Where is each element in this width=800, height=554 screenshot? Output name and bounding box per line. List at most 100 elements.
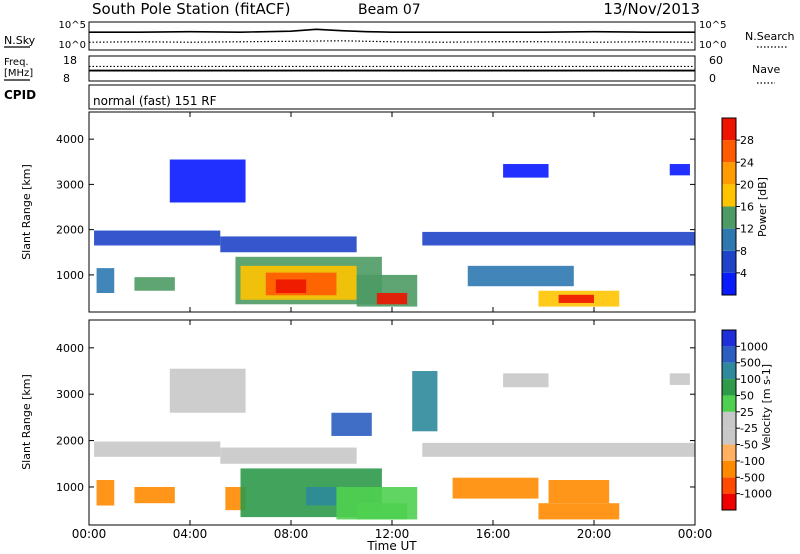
power-echo-region-0	[94, 230, 221, 246]
power-colorbar-tick-label-1: 24	[740, 156, 754, 169]
velocity-echo-region-12	[356, 503, 408, 520]
power-echo-region-11	[275, 279, 307, 293]
power-ytick-label-3: 4000	[56, 133, 84, 146]
noise-left-tick-top: 10^5	[59, 20, 86, 31]
power-echo-region-7	[134, 277, 175, 291]
time-tick-label-6: 00:00	[678, 527, 713, 541]
velocity-colorbar-swatch-7	[722, 379, 736, 396]
velocity-colorbar-swatch-2	[722, 460, 736, 478]
velocity-colorbar-tick-label-0: 1000	[740, 340, 768, 353]
power-echo-region-2	[422, 231, 695, 246]
power-colorbar-swatch-2	[722, 228, 736, 251]
cpid-panel: CPID normal (fast) 151 RF	[4, 84, 696, 110]
velocity-ytick-label-3: 4000	[56, 342, 84, 355]
velocity-colorbar-swatch-9	[722, 346, 736, 363]
cpid-program: normal (fast) 151 RF	[93, 94, 217, 108]
velocity-echo-region-6	[96, 480, 115, 506]
velocity-colorbar-swatch-8	[722, 362, 736, 380]
velocity-colorbar-tick-label-6: -50	[740, 439, 758, 452]
velocity-colorbar-swatch-3	[722, 444, 736, 461]
power-colorbar-swatch-7	[722, 118, 736, 141]
velocity-echo-region-16	[331, 412, 372, 436]
velocity-colorbar-swatch-6	[722, 395, 736, 412]
freq-left-label: Freq.	[4, 57, 29, 68]
power-colorbar-swatch-1	[722, 250, 736, 273]
velocity-echo-region-4	[503, 373, 549, 388]
velocity-echo-region-7	[134, 486, 175, 504]
power-colorbar-tick-label-6: 4	[740, 267, 747, 280]
power-ytick-label-2: 3000	[56, 178, 84, 191]
velocity-colorbar-tick-label-7: -100	[740, 455, 765, 468]
velocity-echo-region-1	[220, 447, 357, 464]
velocity-echo-region-17	[412, 371, 438, 432]
velocity-echo-region-10	[306, 486, 337, 506]
power-colorbar-tick-label-4: 12	[740, 223, 754, 236]
power-colorbar-swatch-4	[722, 184, 736, 207]
velocity-echo-region-0	[94, 441, 221, 457]
date-label: 13/Nov/2013	[603, 0, 700, 18]
time-tick-label-1: 04:00	[173, 527, 208, 541]
power-colorbar-swatch-5	[722, 162, 736, 185]
velocity-echo-region-15	[548, 480, 610, 504]
power-echo-region-14	[467, 265, 574, 287]
velocity-colorbar-tick-label-2: 100	[740, 373, 761, 386]
noise-right-tick-bottom: 10^0	[699, 40, 726, 51]
velocity-echo-region-13	[452, 477, 539, 499]
time-axis-label: Time UT	[366, 539, 417, 553]
velocity-colorbar-tick-label-5: -25	[740, 422, 758, 435]
power-echo-region-16	[558, 294, 594, 303]
station-title: South Pole Station (fitACF)	[92, 0, 290, 18]
velocity-colorbar-swatch-0	[722, 493, 736, 510]
noise-panel: N.Sky 10^5 10^0 10^5 10^0 N.Search	[4, 20, 795, 51]
freq-right-tick-bottom: 0	[709, 72, 716, 85]
velocity-ytick-label-0: 1000	[56, 481, 84, 494]
power-colorbar-tick-label-0: 28	[740, 134, 754, 147]
velocity-colorbar-tick-label-8: -500	[740, 471, 765, 484]
power-colorbar-swatch-3	[722, 206, 736, 229]
power-colorbar-swatch-0	[722, 272, 736, 295]
time-tick-label-2: 08:00	[274, 527, 309, 541]
power-echo-region-6	[96, 268, 115, 293]
power-colorbar-swatch-6	[722, 140, 736, 163]
velocity-colorbar-tick-label-4: 25	[740, 406, 754, 419]
velocity-ytick-label-2: 3000	[56, 388, 84, 401]
power-colorbar-tick-label-2: 20	[740, 178, 754, 191]
noise-frame	[88, 21, 696, 51]
power-echo-region-3	[169, 159, 246, 203]
freq-left-tick-bottom: 8	[63, 72, 70, 85]
velocity-colorbar-tick-label-9: -1000	[740, 488, 772, 501]
noise-series-1-line	[88, 40, 696, 43]
time-tick-label-4: 16:00	[476, 527, 511, 541]
cpid-frame	[88, 84, 696, 110]
power-panel: 1000 2000 3000 4000 Slant Range [km] 28 24 20…	[20, 111, 769, 313]
power-colorbar-label: Power [dB]	[756, 177, 769, 237]
power-echo-region-13	[376, 292, 408, 305]
velocity-colorbar-tick-label-1: 500	[740, 357, 761, 370]
frequency-panel: Freq. [MHz] 18 8 60 0 Nave	[4, 54, 780, 85]
power-ytick-label-0: 1000	[56, 269, 84, 282]
velocity-colorbar-tick-label-3: 50	[740, 389, 754, 402]
noise-right-tick-top: 10^5	[699, 20, 726, 31]
beam-label: Beam 07	[358, 2, 421, 18]
freq-left-tick-top: 18	[63, 54, 77, 67]
power-colorbar-tick-label-5: 8	[740, 245, 747, 258]
freq-right-label: Nave	[752, 63, 780, 76]
power-y-label: Slant Range [km]	[20, 164, 33, 260]
velocity-colorbar-swatch-10	[722, 330, 736, 347]
velocity-ytick-label-1: 2000	[56, 435, 84, 448]
noise-left-tick-bottom: 10^0	[59, 40, 86, 51]
freq-left-unit: [MHz]	[4, 68, 33, 79]
time-tick-label-3: 12:00	[375, 527, 410, 541]
power-echo-region-4	[503, 164, 549, 178]
velocity-echo-region-14	[538, 503, 620, 520]
velocity-colorbar-swatch-1	[722, 477, 736, 494]
cpid-label: CPID	[4, 88, 36, 102]
velocity-panel: 1000 2000 3000 4000 Slant Range [km] 1000 50…	[20, 112, 773, 553]
noise-right-label: N.Search	[745, 30, 795, 43]
power-ytick-label-1: 2000	[56, 224, 84, 237]
power-colorbar-tick-label-3: 16	[740, 201, 754, 214]
velocity-colorbar-frame	[721, 329, 737, 511]
velocity-y-label: Slant Range [km]	[20, 374, 33, 470]
time-tick-label-0: 00:00	[72, 527, 107, 541]
